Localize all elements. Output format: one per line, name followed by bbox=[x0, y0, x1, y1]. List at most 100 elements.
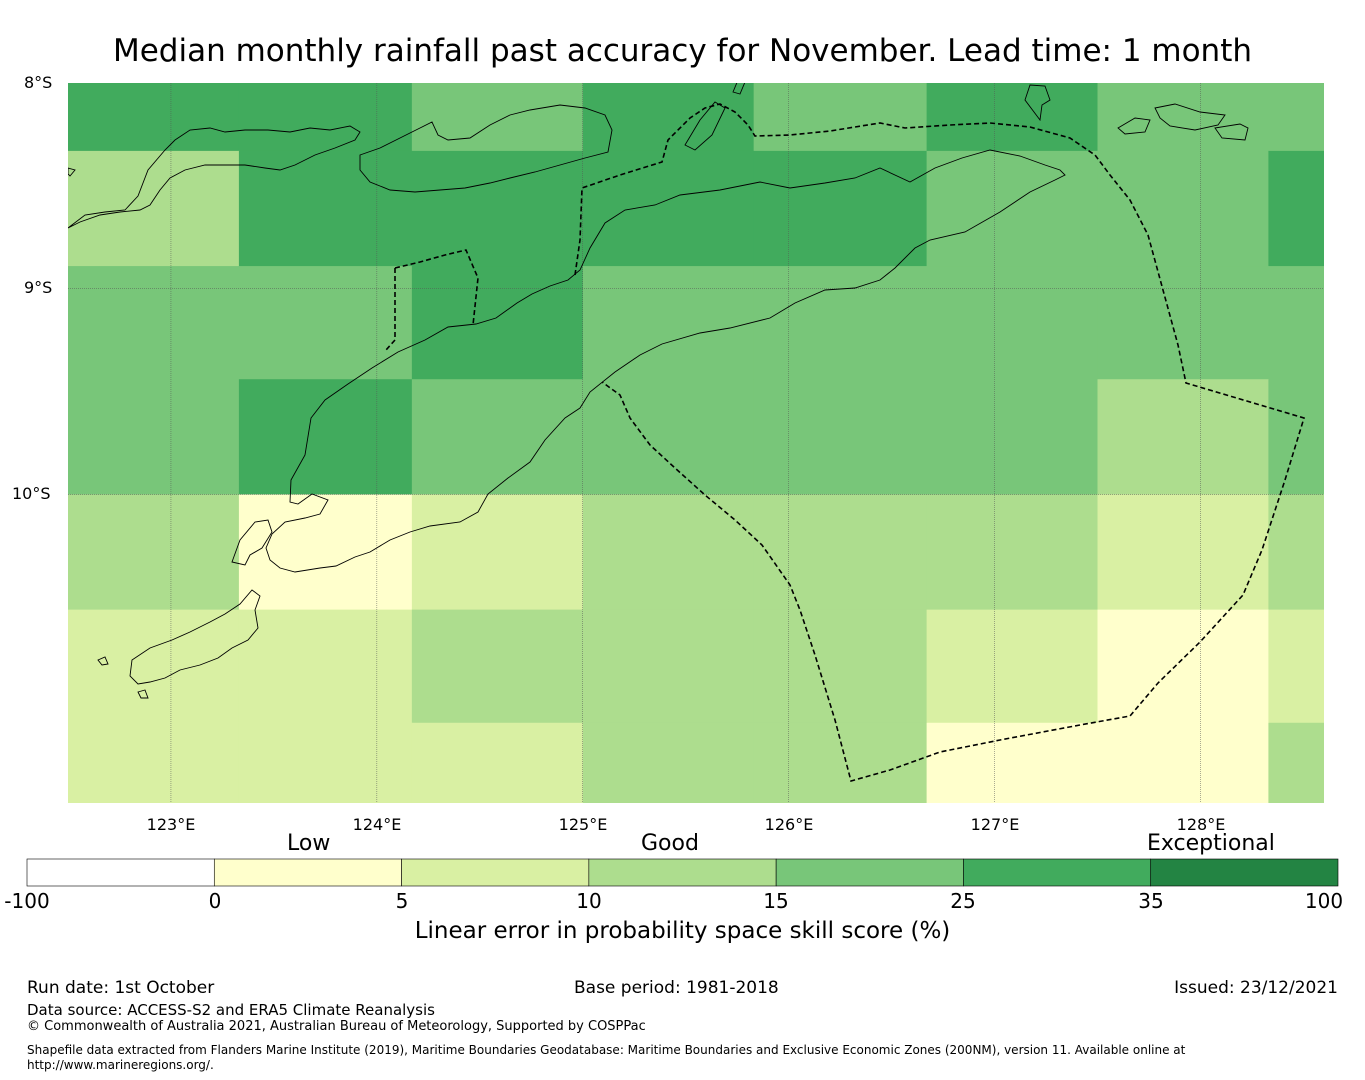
colorbar-label: Linear error in probability space skill … bbox=[414, 918, 951, 944]
grid-cell bbox=[68, 379, 240, 495]
island-sumba bbox=[129, 589, 261, 685]
island-small-1 bbox=[1117, 117, 1151, 135]
grid-cell bbox=[1268, 379, 1324, 495]
island-small-2 bbox=[1154, 103, 1226, 131]
timor-coastline bbox=[265, 149, 1066, 573]
grid-cell bbox=[238, 494, 413, 611]
data-source: Data source: ACCESS-S2 and ERA5 Climate … bbox=[27, 1001, 435, 1019]
map-title: Median monthly rainfall past accuracy fo… bbox=[112, 33, 1253, 69]
grid-cell bbox=[1097, 266, 1269, 380]
lon-label-123e: 123°E bbox=[146, 815, 196, 834]
grid-cell bbox=[753, 83, 928, 152]
lon-label-124e: 124°E bbox=[352, 815, 402, 834]
grid-cell bbox=[926, 609, 1099, 724]
grid-cell bbox=[1268, 609, 1324, 724]
grid-cell bbox=[1268, 83, 1324, 152]
grid-cell bbox=[68, 266, 240, 380]
island-small-3 bbox=[1214, 123, 1249, 141]
maritime-boundaries bbox=[385, 103, 1306, 782]
grid-cell bbox=[411, 150, 584, 267]
island-wetar bbox=[1024, 84, 1051, 122]
grid-cell bbox=[582, 150, 755, 267]
island-rote bbox=[231, 519, 273, 566]
grid-cell bbox=[1097, 150, 1269, 267]
eez-boundary-central bbox=[574, 103, 1306, 782]
grid-cell bbox=[753, 266, 928, 380]
graticule bbox=[68, 83, 1324, 803]
base-period: Base period: 1981-2018 bbox=[574, 978, 779, 998]
grid-cell bbox=[1097, 83, 1269, 152]
grid-cell bbox=[926, 266, 1099, 380]
lon-label-125e: 125°E bbox=[558, 815, 608, 834]
grid-cell bbox=[926, 83, 1099, 152]
lon-label-128e: 128°E bbox=[1176, 815, 1226, 834]
issued-date: Issued: 23/12/2021 bbox=[1174, 978, 1338, 998]
coastlines bbox=[68, 83, 1249, 699]
flores-coastline bbox=[68, 125, 361, 229]
shapefile-url: http://www.marineregions.org/. bbox=[27, 1058, 214, 1072]
copyright: © Commonwealth of Australia 2021, Austra… bbox=[27, 1019, 646, 1034]
lon-label-127e: 127°E bbox=[970, 815, 1020, 834]
legend-category-good: Good bbox=[641, 831, 699, 856]
grid-cell bbox=[582, 379, 755, 495]
colorbar-segment bbox=[26, 858, 215, 887]
legend-tick: 5 bbox=[395, 889, 409, 913]
grid-cell bbox=[238, 266, 413, 380]
legend-category-low: Low bbox=[287, 831, 331, 856]
legend-tick: 35 bbox=[1138, 889, 1164, 913]
grid-cell bbox=[926, 722, 1099, 803]
grid-cell bbox=[411, 266, 584, 380]
grid-cell bbox=[68, 722, 240, 803]
grid-cell bbox=[411, 83, 584, 152]
grid-cell bbox=[68, 609, 240, 724]
island-sumba-sw bbox=[137, 689, 149, 699]
legend-tick: 25 bbox=[950, 889, 976, 913]
shapefile-credit: Shapefile data extracted from Flanders M… bbox=[27, 1043, 1186, 1057]
grid-cell bbox=[582, 609, 755, 724]
grid-cell bbox=[1097, 494, 1269, 611]
grid-cell bbox=[753, 722, 928, 803]
grid-cell bbox=[68, 150, 240, 267]
grid-cell bbox=[411, 379, 584, 495]
grid-cell bbox=[582, 266, 755, 380]
grid-cell bbox=[411, 609, 584, 724]
grid-cell bbox=[753, 494, 928, 611]
lat-label-10s: 10°S bbox=[12, 484, 51, 503]
grid-cell bbox=[1097, 609, 1269, 724]
legend-category-exceptional: Exceptional bbox=[1147, 831, 1275, 856]
grid-cell bbox=[1268, 494, 1324, 611]
legend-tick: 15 bbox=[763, 889, 789, 913]
island-alor bbox=[684, 101, 726, 151]
grid-cell bbox=[753, 379, 928, 495]
grid-cell bbox=[1268, 150, 1324, 267]
grid-cell bbox=[926, 150, 1099, 267]
colorbar-segment bbox=[588, 858, 777, 887]
island-west-flores bbox=[68, 167, 76, 177]
colorbar-segment bbox=[213, 858, 402, 887]
skill-grid-cells bbox=[68, 83, 1324, 803]
grid-cell bbox=[582, 494, 755, 611]
run-date: Run date: 1st October bbox=[27, 978, 215, 998]
colorbar bbox=[26, 858, 1339, 887]
grid-cell bbox=[238, 83, 413, 152]
colorbar-segment bbox=[1150, 858, 1339, 887]
lat-label-9s: 9°S bbox=[24, 278, 53, 297]
island-atauro bbox=[732, 83, 746, 95]
grid-cell bbox=[753, 150, 928, 267]
grid-cell bbox=[411, 722, 584, 803]
lat-label-8s: 8°S bbox=[24, 73, 53, 92]
grid-cell bbox=[68, 83, 240, 152]
lon-label-126e: 126°E bbox=[764, 815, 814, 834]
grid-cell bbox=[1097, 379, 1269, 495]
colorbar-segment bbox=[963, 858, 1152, 887]
legend-tick: 10 bbox=[576, 889, 602, 913]
colorbar-segment bbox=[401, 858, 590, 887]
grid-cell bbox=[753, 609, 928, 724]
grid-cell bbox=[238, 379, 413, 495]
grid-cell bbox=[926, 379, 1099, 495]
legend-tick: 0 bbox=[208, 889, 222, 913]
grid-cell bbox=[582, 722, 755, 803]
grid-cell bbox=[238, 609, 413, 724]
grid-cell bbox=[926, 494, 1099, 611]
